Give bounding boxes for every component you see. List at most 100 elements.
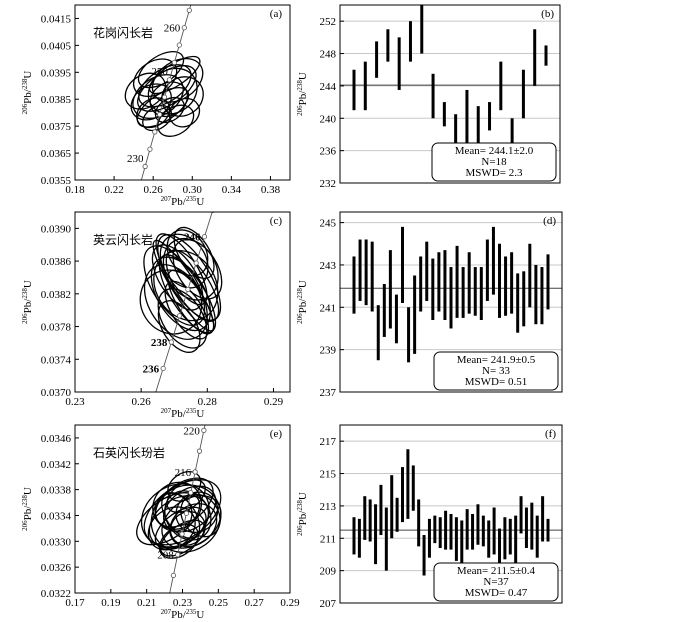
panel-label: (f) [545, 428, 556, 440]
error-ellipse [167, 470, 202, 502]
plot-frame [74, 4, 291, 181]
concordia-age-marker [193, 260, 199, 266]
concordia-age-marker [138, 182, 142, 186]
mean-age-text: Mean= 241.9±0.5 [457, 354, 536, 366]
stats-box [433, 351, 559, 391]
concordia-age-marker [170, 572, 177, 579]
y-tick-label: 252 [320, 16, 337, 28]
concordia-age-marker [153, 393, 157, 397]
y-tick-label: 0.0370 [41, 387, 72, 399]
panel-label: (b) [541, 8, 554, 20]
concordia-age-marker [201, 234, 208, 240]
concordia-age-marker [188, 489, 194, 496]
x-tick-label: 0.26 [132, 396, 152, 408]
concordia-age-marker [186, 7, 192, 13]
error-ellipse [152, 239, 215, 332]
mean-age-text: Mean= 211.5±0.4 [457, 565, 536, 577]
y-axis-label: 206Pb/238U [296, 72, 309, 116]
x-tick-label: 0.18 [65, 184, 85, 196]
y-tick-label: 236 [320, 146, 337, 158]
concordia-age-label: 238 [151, 337, 168, 349]
concordia-age-marker [152, 129, 158, 135]
concordia-age-marker [160, 365, 166, 372]
y-tick-label: 237 [320, 387, 337, 399]
y-axis-label: 206Pb/238U [296, 280, 309, 324]
y-tick-label: 0.0385 [41, 94, 72, 106]
concordia-age-label: 220 [183, 425, 200, 437]
y-tick-label: 245 [320, 218, 337, 230]
x-axis-label: 207Pb/235U [161, 608, 205, 621]
plot-area: 236 238 246 [139, 212, 223, 397]
concordia-age-marker [206, 407, 210, 411]
error-ellipse [139, 269, 203, 335]
concordia-age-label: 208 [157, 550, 174, 562]
concordia-age-label: 260 [164, 23, 181, 35]
concordia-age-marker [161, 94, 168, 100]
concordia-age-marker [196, 448, 203, 454]
error-ellipse [151, 57, 204, 103]
error-ellipse [138, 64, 192, 108]
y-tick-label: 0.0374 [41, 354, 72, 366]
concordia-age-label: 236 [143, 363, 160, 375]
stats-box [433, 562, 559, 602]
x-axis-label: 207Pb/235U [161, 195, 205, 208]
y-tick-label: 0.0365 [41, 148, 72, 160]
concordia-age-marker [177, 313, 183, 319]
y-tick-label: 0.0338 [41, 485, 72, 497]
y-tick-label: 213 [320, 501, 337, 513]
y-tick-label: 0.0355 [41, 175, 72, 187]
panel-label: (a) [270, 8, 283, 20]
error-ellipse [172, 239, 223, 300]
concordia-panel-c: 236 238 246 0.23 0.26 0.28 0.29 0.0370 0.0374 0.0… [21, 211, 291, 420]
y-tick-label: 0.0334 [41, 510, 72, 522]
concordia-age-marker [147, 146, 153, 152]
x-tick-label: 0.22 [104, 184, 123, 196]
y-tick-label: 240 [320, 113, 337, 125]
x-tick-label: 0.38 [261, 184, 281, 196]
y-tick-label: 248 [320, 49, 337, 61]
mswd-text: MSWD= 0.47 [465, 587, 528, 599]
error-ellipse [168, 97, 201, 128]
sample-count-text: N=37 [483, 576, 509, 588]
plot-frame [339, 211, 563, 393]
error-ellipse [136, 97, 171, 129]
y-tick-label: 0.0342 [41, 459, 71, 471]
concordia-age-marker [167, 594, 171, 598]
y-tick-label: 0.0386 [41, 256, 72, 268]
y-tick-label: 209 [320, 566, 337, 578]
weighted-mean-panel-f: 207 209 211 213 215 217 206Pb/238U (f) Mean= 211… [296, 424, 563, 610]
concordia-age-marker [157, 111, 163, 118]
plot-frame [74, 211, 291, 393]
concordia-age-marker [175, 552, 181, 558]
rock-type-label: 花岗闪长岩 [93, 25, 153, 40]
y-tick-label: 0.0390 [41, 223, 72, 235]
panel-label: (d) [543, 215, 556, 227]
weighted-mean-panel-d: 237 239 241 243 245 206Pb/238U (d) Mean= 241.9±… [296, 211, 563, 399]
panel-label: (c) [270, 215, 283, 227]
mswd-text: MSWD= 2.3 [466, 167, 523, 179]
concordia-curve [155, 212, 213, 392]
concordia-age-marker [201, 427, 207, 433]
mswd-text: MSWD= 0.51 [465, 376, 527, 388]
y-tick-label: 241 [320, 302, 337, 314]
x-tick-label: 0.34 [222, 184, 242, 196]
rock-type-label: 石英闪长玢岩 [93, 445, 165, 460]
y-tick-label: 243 [320, 260, 337, 272]
plot-frame [339, 4, 561, 184]
y-tick-label: 0.0405 [41, 40, 72, 52]
concordia-age-marker [176, 42, 182, 48]
y-axis-label: 206Pb/238U [296, 492, 309, 536]
y-tick-label: 0.0415 [41, 13, 72, 25]
concordia-age-marker [171, 59, 177, 66]
error-ellipse [157, 104, 195, 137]
concordia-age-marker [181, 25, 187, 31]
y-tick-label: 217 [320, 436, 337, 448]
y-tick-label: 0.0322 [41, 588, 71, 600]
concordia-age-marker [179, 531, 185, 537]
x-tick-label: 0.28 [198, 396, 218, 408]
x-tick-label: 0.19 [101, 597, 121, 609]
y-tick-label: 0.0382 [41, 289, 71, 301]
concordia-panel-a: 230 250 260 0.18 0.22 0.26 0.30 0.34 0.38 0.0355 0… [21, 4, 291, 208]
error-ellipse [158, 523, 199, 559]
